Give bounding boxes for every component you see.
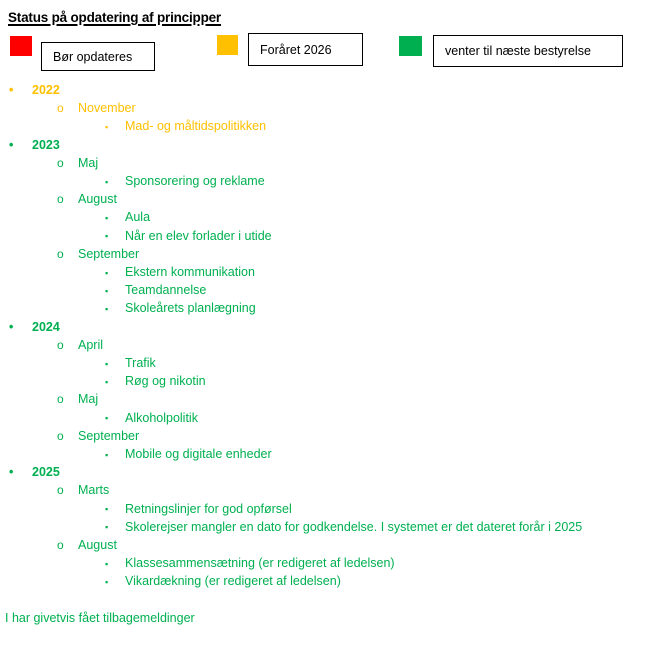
month-row: o Marts xyxy=(0,481,671,499)
bullet-circle-icon: o xyxy=(57,155,64,170)
bullet-circle-icon: o xyxy=(57,246,64,261)
month-row-label: August xyxy=(78,192,117,207)
year-row: • 2022 xyxy=(0,81,671,99)
legend-label-box: venter til næste bestyrelse xyxy=(433,35,623,67)
document-page: Status på opdatering af principper Bør o… xyxy=(0,10,671,625)
month-row-label: Maj xyxy=(78,392,99,407)
legend-label-box: Bør opdateres xyxy=(41,42,155,71)
item-row-label: Mad- og måltidspolitikken xyxy=(125,119,267,134)
year-row-label: 2024 xyxy=(32,319,60,334)
month-row: o September xyxy=(0,427,671,445)
month-row: o Maj xyxy=(0,154,671,172)
bullet-square-icon: ▪ xyxy=(105,285,109,296)
bullet-circle-icon: o xyxy=(57,428,64,443)
bullet-disc-icon: • xyxy=(9,465,14,480)
item-row: ▪ Når en elev forlader i utide xyxy=(0,227,671,245)
bullet-square-icon: ▪ xyxy=(105,212,109,223)
item-row-label: Mobile og digitale enheder xyxy=(125,447,272,462)
item-row: ▪ Skoleårets planlægning xyxy=(0,299,671,317)
item-row-label: Trafik xyxy=(125,356,156,371)
bullet-circle-icon: o xyxy=(57,392,64,407)
bullet-square-icon: ▪ xyxy=(105,267,109,278)
year-row-label: 2022 xyxy=(32,83,60,97)
year-row: • 2024 xyxy=(0,318,671,336)
bullet-square-icon: ▪ xyxy=(105,358,109,369)
month-row: o April xyxy=(0,336,671,354)
item-row: ▪ Mad- og måltidspolitikken xyxy=(0,117,671,135)
item-row: ▪ Mobile og digitale enheder xyxy=(0,445,671,463)
bullet-square-icon: ▪ xyxy=(105,522,109,533)
item-row: ▪ Vikardækning (er redigeret af ledelsen) xyxy=(0,572,671,590)
item-row-label: Skoleårets planlægning xyxy=(125,301,256,316)
item-row: ▪ Alkoholpolitik xyxy=(0,409,671,427)
month-row-label: August xyxy=(78,538,117,553)
item-row-label: Sponsorering og reklame xyxy=(125,174,265,189)
item-row: ▪ Sponsorering og reklame xyxy=(0,172,671,190)
bullet-circle-icon: o xyxy=(57,337,64,352)
item-row-label: Alkoholpolitik xyxy=(125,410,198,425)
year-row-label: 2023 xyxy=(32,137,60,152)
bullet-circle-icon: o xyxy=(57,192,64,207)
bullet-square-icon: ▪ xyxy=(105,413,109,424)
status-legend: Bør opdateres Foråret 2026 venter til næst… xyxy=(0,28,671,76)
month-row: o August xyxy=(0,190,671,208)
item-row-label: Retningslinjer for god opførsel xyxy=(125,501,292,516)
item-row-label: Vikardækning (er redigeret af ledelsen) xyxy=(125,574,341,589)
item-row-label: Ekstern kommunikation xyxy=(125,265,255,280)
bullet-square-icon: ▪ xyxy=(105,376,109,387)
item-row: ▪ Teamdannelse xyxy=(0,281,671,299)
month-row-label: September xyxy=(78,428,140,443)
bullet-square-icon: ▪ xyxy=(105,504,109,515)
month-row: o August xyxy=(0,536,671,554)
bullet-square-icon: ▪ xyxy=(105,576,109,587)
month-row-label: September xyxy=(78,246,140,261)
item-row-label: Aula xyxy=(125,210,151,225)
bullet-circle-icon: o xyxy=(57,101,64,116)
year-row: • 2023 xyxy=(0,136,671,154)
item-row: ▪ Aula xyxy=(0,208,671,226)
bullet-disc-icon: • xyxy=(9,83,14,97)
bullet-circle-icon: o xyxy=(57,483,64,498)
month-row-label: Maj xyxy=(78,155,99,170)
bullet-square-icon: ▪ xyxy=(105,558,109,569)
item-row-label: Røg og nikotin xyxy=(125,374,206,389)
month-row-label: November xyxy=(78,101,136,116)
legend-swatch-red-icon xyxy=(10,36,32,56)
bullet-square-icon: ▪ xyxy=(105,121,109,132)
item-row-label: Teamdannelse xyxy=(125,283,207,298)
bullet-square-icon: ▪ xyxy=(105,449,109,460)
month-row: o Maj xyxy=(0,390,671,408)
item-row: ▪ Klassesammensætning (er redigeret af le… xyxy=(0,554,671,572)
bullet-square-icon: ▪ xyxy=(105,303,109,314)
item-row: ▪ Retningslinjer for god opførsel xyxy=(0,500,671,518)
month-row-label: April xyxy=(78,337,104,352)
month-row: o November xyxy=(0,99,671,117)
month-row-label: Marts xyxy=(78,483,110,498)
item-row: ▪ Røg og nikotin xyxy=(0,372,671,390)
month-row: o September xyxy=(0,245,671,263)
legend-label-box: Foråret 2026 xyxy=(248,33,363,66)
legend-swatch-gold-icon xyxy=(217,35,238,55)
item-row-label: Klassesammensætning (er redigeret af led… xyxy=(125,556,395,571)
item-row-label: Skolerejser mangler en dato for godkende… xyxy=(125,519,583,534)
bullet-disc-icon: • xyxy=(9,319,14,334)
bullet-square-icon: ▪ xyxy=(105,231,109,242)
item-row: ▪ Ekstern kommunikation xyxy=(0,263,671,281)
bullet-square-icon: ▪ xyxy=(105,176,109,187)
year-row: • 2025 xyxy=(0,463,671,481)
status-list: • 2022 o November ▪ Mad- og måltidspolitikken… xyxy=(0,81,671,591)
legend-swatch-green-icon xyxy=(399,36,422,56)
bullet-disc-icon: • xyxy=(9,137,14,152)
footer-note: I har givetvis fået tilbagemeldinger xyxy=(5,610,195,625)
year-row-label: 2025 xyxy=(32,465,60,480)
item-row: ▪ Trafik xyxy=(0,354,671,372)
page-title: Status på opdatering af principper xyxy=(8,10,221,25)
bullet-circle-icon: o xyxy=(57,538,64,553)
item-row: ▪ Skolerejser mangler en dato for godkend… xyxy=(0,518,671,536)
item-row-label: Når en elev forlader i utide xyxy=(125,228,272,243)
